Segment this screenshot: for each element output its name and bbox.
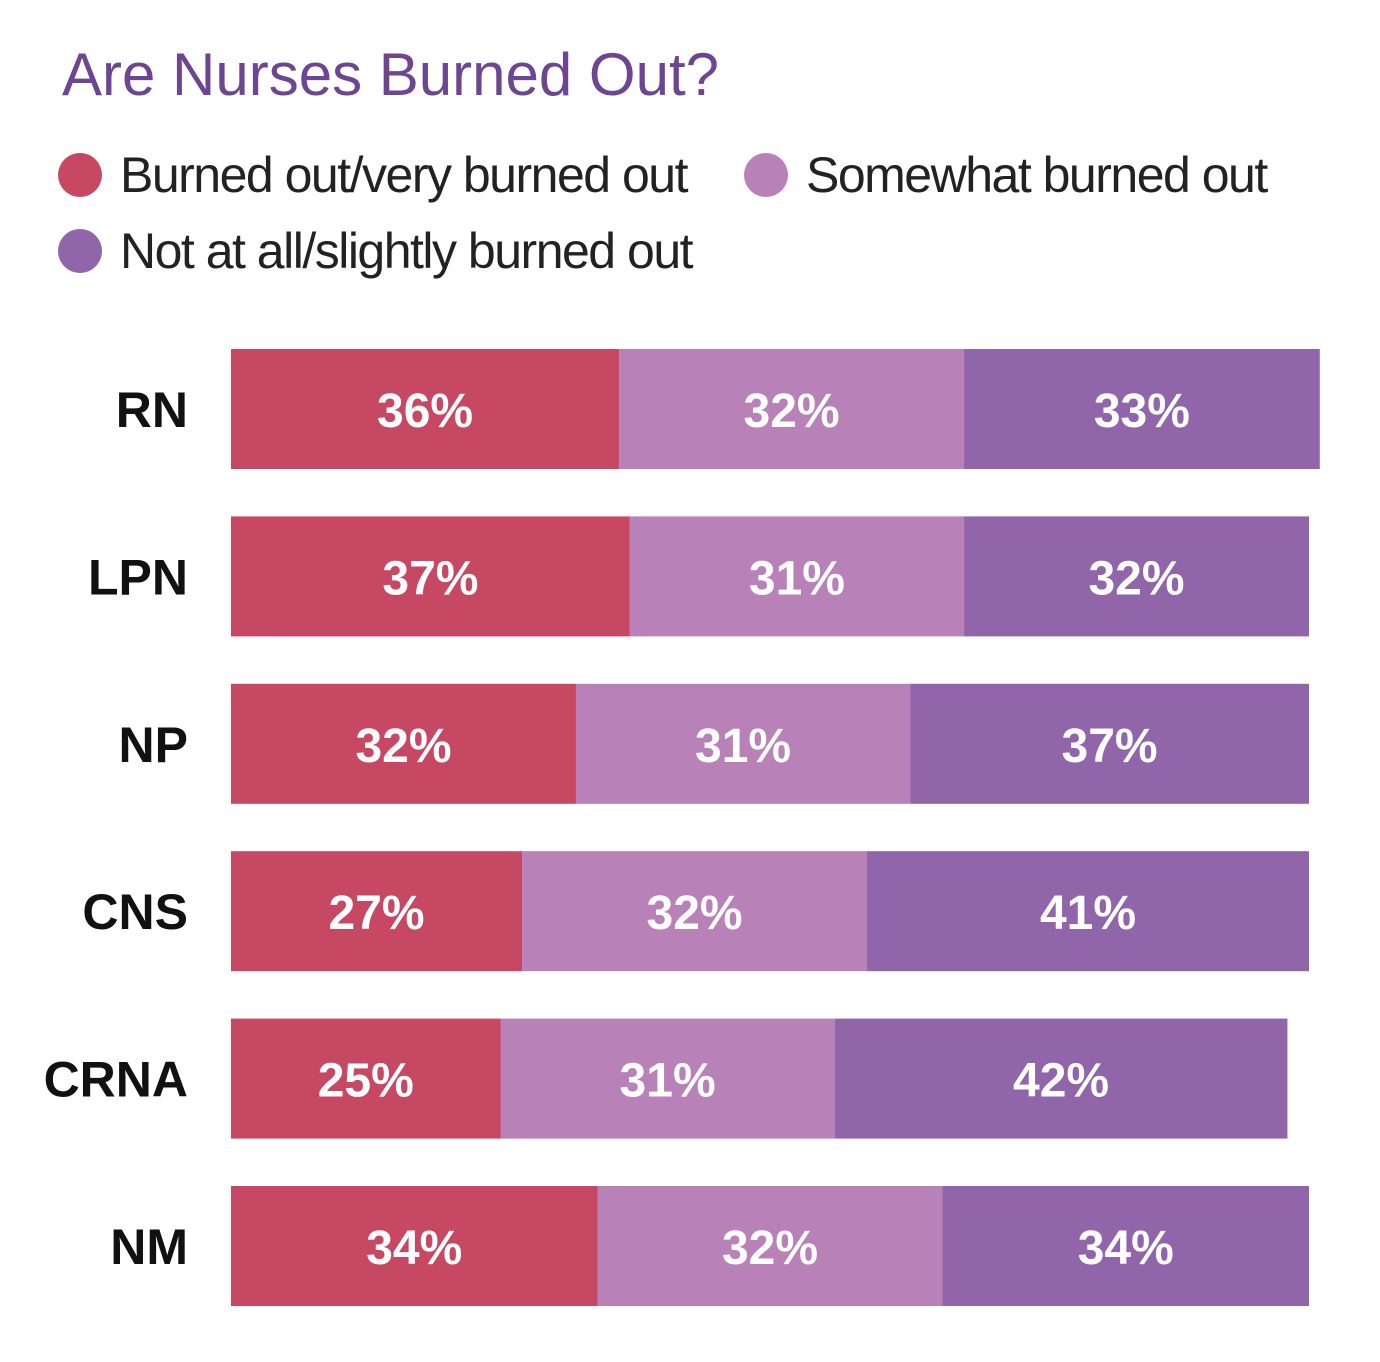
legend-label: Somewhat burned out (806, 147, 1268, 203)
bar-segment (231, 516, 630, 637)
data-label: 34% (366, 1222, 462, 1275)
data-label: 32% (1088, 552, 1184, 605)
bar-segment (867, 851, 1309, 972)
category-label: CRNA (44, 1052, 188, 1108)
data-label: 36% (377, 385, 473, 438)
bar-segment (597, 1186, 943, 1306)
category-label: NP (119, 717, 188, 773)
bar-segment (231, 1018, 501, 1139)
bar-segment (910, 683, 1309, 804)
category-label: RN (116, 382, 188, 438)
data-label: 31% (749, 552, 845, 605)
bar-segment (834, 1018, 1288, 1139)
bar-segment (231, 349, 620, 469)
data-label: 31% (620, 1055, 716, 1108)
legend-item-somewhat: Somewhat burned out (744, 146, 1268, 204)
bar-segment (231, 683, 576, 804)
data-label: 34% (1078, 1222, 1174, 1275)
bar-segment (500, 1018, 835, 1139)
data-label: 41% (1040, 887, 1136, 940)
bar-segment (231, 1186, 598, 1306)
legend-swatch-icon (58, 153, 102, 197)
data-label: 32% (722, 1222, 818, 1275)
data-label: 32% (744, 385, 840, 438)
legend-label: Not at all/slightly burned out (120, 223, 694, 279)
data-label: 37% (382, 552, 478, 605)
legend-swatch-icon (58, 229, 102, 273)
category-label: NM (110, 1219, 188, 1275)
chart-title: Are Nurses Burned Out? (62, 41, 719, 108)
bar-segment (522, 851, 868, 972)
data-label: 31% (695, 720, 791, 773)
bar-segment (629, 516, 965, 637)
bar-segment (575, 683, 911, 804)
data-label: 42% (1013, 1055, 1109, 1108)
data-label: 33% (1094, 385, 1190, 438)
data-label: 25% (318, 1055, 414, 1108)
bar-segment (942, 1186, 1309, 1306)
data-label: 32% (647, 887, 743, 940)
data-label: 32% (355, 720, 451, 773)
bar-segment (231, 851, 523, 972)
legend-item-burned-out: Burned out/very burned out (58, 146, 688, 204)
data-label: 27% (328, 887, 424, 940)
legend-label: Burned out/very burned out (120, 147, 688, 203)
bar-segment (964, 516, 1309, 637)
data-label: 37% (1062, 720, 1158, 773)
bar-segment (964, 349, 1320, 469)
bar-segment (619, 349, 965, 469)
category-label: LPN (88, 549, 188, 605)
legend-swatch-icon (744, 153, 788, 197)
legend-item-not-at-all: Not at all/slightly burned out (58, 222, 694, 280)
category-label: CNS (82, 884, 188, 940)
